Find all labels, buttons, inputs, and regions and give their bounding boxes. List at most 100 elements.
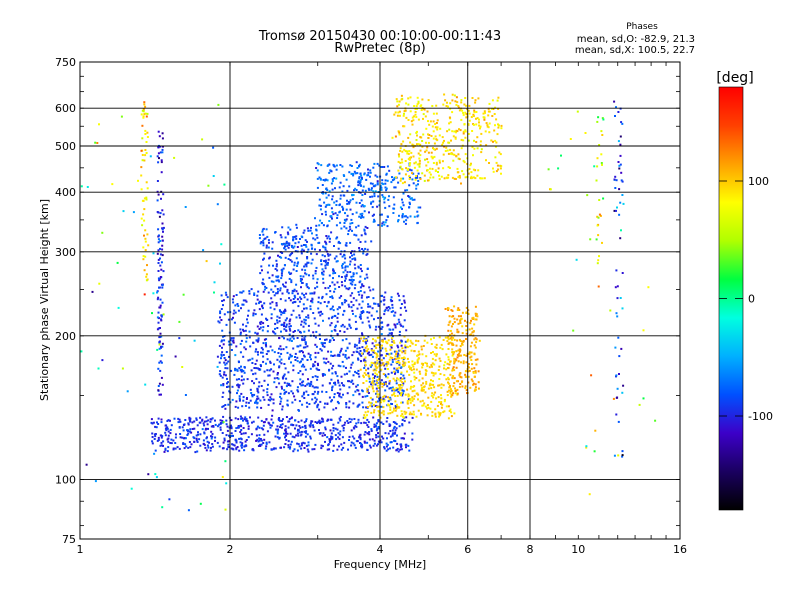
data-point — [182, 429, 185, 432]
data-point — [401, 423, 404, 426]
data-point — [386, 324, 389, 327]
data-point — [329, 308, 332, 311]
data-point — [334, 287, 337, 290]
data-point — [314, 287, 317, 290]
data-point — [350, 441, 353, 444]
data-point — [296, 449, 299, 452]
data-point — [402, 382, 405, 385]
data-point — [331, 281, 334, 284]
data-point — [288, 382, 291, 385]
data-point — [236, 392, 238, 395]
data-point — [365, 380, 368, 382]
data-point — [325, 338, 328, 341]
data-point — [450, 388, 452, 391]
data-point — [358, 303, 361, 306]
data-point — [396, 377, 399, 380]
data-point — [256, 401, 259, 404]
data-point — [470, 177, 473, 180]
data-point — [343, 373, 346, 376]
data-point — [366, 276, 369, 279]
data-point — [242, 330, 245, 333]
data-point — [417, 152, 420, 155]
data-point — [159, 298, 162, 301]
data-point — [352, 279, 355, 281]
data-point — [420, 348, 423, 351]
data-point — [329, 253, 332, 256]
data-point — [403, 364, 406, 367]
data-point — [414, 108, 417, 110]
data-point — [262, 389, 265, 392]
data-point — [174, 447, 177, 450]
data-point — [203, 420, 206, 423]
data-point — [273, 308, 276, 311]
data-point — [475, 314, 477, 317]
data-point — [617, 161, 620, 163]
data-point — [306, 261, 309, 264]
data-point — [339, 164, 342, 166]
data-point — [157, 238, 160, 241]
data-point — [620, 171, 623, 174]
data-point — [327, 350, 330, 353]
data-point — [426, 365, 429, 368]
data-point — [353, 253, 356, 256]
data-point — [334, 371, 337, 374]
data-point — [345, 208, 348, 211]
data-point — [195, 437, 198, 440]
data-point — [363, 350, 366, 353]
data-point — [259, 321, 262, 324]
data-point — [415, 105, 418, 108]
data-point — [416, 134, 418, 137]
data-point — [458, 109, 461, 112]
data-point — [474, 370, 477, 373]
data-point — [351, 354, 354, 357]
data-point — [158, 234, 160, 237]
data-point — [447, 309, 450, 311]
data-point — [472, 330, 475, 333]
data-point — [474, 318, 477, 321]
data-point — [283, 373, 286, 376]
data-point — [361, 445, 364, 448]
data-point — [450, 395, 453, 398]
data-point — [397, 318, 400, 321]
data-point — [593, 450, 596, 453]
data-point — [336, 320, 339, 323]
data-point — [359, 317, 362, 320]
data-point — [447, 307, 450, 310]
data-point — [159, 257, 161, 260]
data-point — [420, 413, 423, 416]
data-point — [350, 429, 353, 432]
data-point — [213, 281, 216, 284]
x-tick-label: 8 — [527, 543, 534, 556]
data-point — [421, 172, 424, 175]
data-point — [464, 129, 467, 132]
data-point — [595, 238, 598, 241]
data-point — [357, 266, 360, 269]
data-point — [377, 435, 380, 438]
data-point — [359, 275, 362, 278]
data-point — [225, 423, 228, 426]
y-tick-label: 75 — [62, 533, 76, 546]
data-point — [382, 362, 385, 365]
data-point — [300, 235, 303, 238]
data-point — [357, 224, 360, 227]
data-point — [227, 381, 229, 384]
data-point — [159, 346, 162, 349]
data-point — [391, 433, 394, 436]
data-point — [235, 345, 238, 348]
data-point — [407, 168, 409, 171]
data-point — [407, 152, 410, 155]
data-point — [198, 421, 201, 424]
data-point — [300, 365, 303, 368]
data-point — [455, 103, 458, 106]
data-point — [392, 393, 395, 396]
data-point — [388, 358, 391, 361]
data-point — [366, 395, 369, 397]
data-point — [354, 390, 357, 393]
data-point — [361, 321, 364, 324]
data-point — [331, 385, 334, 388]
data-point — [355, 272, 358, 275]
data-point — [286, 382, 289, 385]
data-point — [240, 370, 243, 373]
data-point — [159, 212, 162, 215]
data-point — [430, 400, 433, 403]
